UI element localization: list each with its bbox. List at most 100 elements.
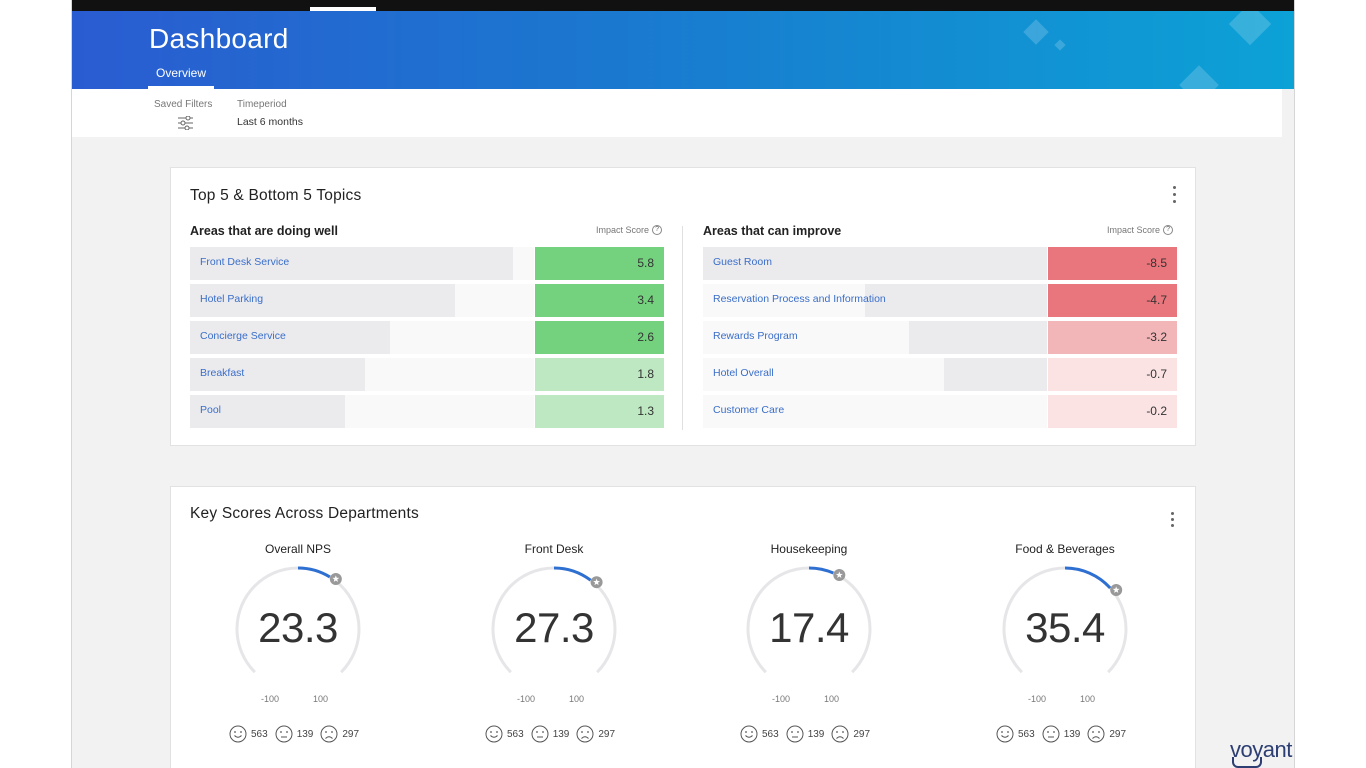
gauge-chart — [491, 566, 617, 674]
topic-label[interactable]: Reservation Process and Information — [713, 293, 886, 305]
can-improve-heading: Areas that can improve — [703, 224, 842, 238]
sentiment-neutral[interactable]: 139 — [275, 725, 313, 743]
topic-label[interactable]: Guest Room — [713, 256, 772, 268]
topic-volume-bar — [190, 247, 514, 280]
impact-score-header-right: Impact Score ? — [1107, 225, 1174, 235]
topic-label[interactable]: Customer Care — [713, 404, 785, 416]
help-circle-icon[interactable]: ? — [652, 225, 663, 235]
topic-volume-bar — [190, 395, 345, 428]
brand-logo: voyant — [1230, 737, 1292, 762]
impact-score-cell: -3.2 — [1048, 321, 1177, 354]
topic-row-doing-well[interactable]: Breakfast — [190, 358, 534, 391]
gauge-value: 27.3 — [514, 604, 594, 651]
sentiment-negative[interactable]: 297 — [831, 725, 870, 743]
impact-score-cell: -0.2 — [1048, 395, 1177, 428]
sentiment-count: 297 — [598, 728, 616, 740]
topic-row-doing-well[interactable]: Pool — [190, 395, 534, 428]
sentiment-negative[interactable]: 297 — [576, 725, 615, 743]
sentiment-positive[interactable]: 563 — [485, 725, 524, 743]
topic-label[interactable]: Breakfast — [200, 367, 245, 379]
gauge-max-label: 100 — [824, 694, 840, 704]
star-badge-icon[interactable] — [1110, 584, 1123, 597]
sentiment-neutral[interactable]: 139 — [1042, 725, 1080, 743]
topic-label[interactable]: Concierge Service — [200, 330, 286, 342]
decor-diamond — [1023, 19, 1049, 45]
gauge-value: 17.4 — [769, 604, 849, 651]
department-gauge[interactable]: Food & Beverages 35.4 -100 100 563 139 297 — [965, 487, 1165, 767]
topic-label[interactable]: Pool — [200, 404, 222, 416]
topic-label[interactable]: Hotel Overall — [713, 367, 774, 379]
sad-face-icon — [1087, 725, 1105, 743]
gauge-chart — [235, 566, 361, 674]
star-badge-icon[interactable] — [833, 569, 846, 582]
impact-score-cell: 1.8 — [535, 358, 664, 391]
gauge-value-arc — [1064, 566, 1112, 590]
impact-score-label: Impact Score — [1107, 225, 1161, 235]
saved-filters-label: Saved Filters — [154, 99, 213, 110]
impact-score-label: Impact Score — [596, 225, 650, 235]
department-gauge[interactable]: Front Desk 27.3 -100 100 563 139 297 — [454, 487, 654, 767]
doing-well-heading: Areas that are doing well — [190, 224, 338, 238]
kebab-menu-icon[interactable] — [1171, 512, 1175, 530]
impact-score-cell: -0.7 — [1048, 358, 1177, 391]
gauge-value-arc — [553, 566, 592, 582]
topic-row-can-improve[interactable]: Hotel Overall — [703, 358, 1047, 391]
kebab-menu-icon[interactable] — [1173, 186, 1177, 204]
sentiment-negative[interactable]: 297 — [320, 725, 359, 743]
decor-diamond — [1179, 65, 1219, 89]
sentiment-positive[interactable]: 563 — [229, 725, 268, 743]
gauge-value: 23.3 — [258, 604, 338, 651]
active-nav-indicator[interactable] — [310, 7, 376, 11]
department-gauge[interactable]: Overall NPS 23.3 -100 100 563 139 297 — [198, 487, 398, 767]
sad-face-icon — [831, 725, 849, 743]
gauge-min-label: -100 — [261, 694, 280, 704]
sentiment-positive[interactable]: 563 — [740, 725, 779, 743]
topic-row-can-improve[interactable]: Reservation Process and Information — [703, 284, 1047, 317]
sentiment-neutral[interactable]: 139 — [786, 725, 825, 743]
gauge-max-label: 100 — [313, 694, 329, 704]
tab-overview[interactable]: Overview — [148, 66, 215, 89]
sentiment-count: 297 — [342, 728, 360, 740]
brand-logo-mark — [1232, 757, 1262, 768]
impact-score-header-left: Impact Score ? — [596, 225, 663, 235]
topic-volume-bar — [190, 358, 366, 391]
timeperiod-value[interactable]: Last 6 months — [237, 116, 303, 128]
sliders-icon[interactable] — [178, 116, 193, 130]
topics-card-title: Top 5 & Bottom 5 Topics — [190, 187, 362, 204]
topic-label[interactable]: Hotel Parking — [200, 293, 264, 305]
sentiment-counts: 563 139 297 — [996, 725, 1133, 743]
gauge-title: Food & Beverages — [1015, 542, 1115, 556]
decor-diamond — [1228, 11, 1272, 46]
topic-row-can-improve[interactable]: Guest Room — [703, 247, 1047, 280]
smile-face-icon — [485, 725, 503, 743]
neutral-face-icon — [531, 725, 549, 743]
impact-score-cell: 2.6 — [535, 321, 664, 354]
topic-row-doing-well[interactable]: Concierge Service — [190, 321, 534, 354]
sentiment-neutral[interactable]: 139 — [531, 725, 569, 743]
gauge-min-label: -100 — [517, 694, 536, 704]
decor-diamond — [1054, 39, 1066, 51]
department-gauge[interactable]: Housekeeping 17.4 -100 100 563 139 297 — [709, 487, 909, 767]
topic-row-doing-well[interactable]: Front Desk Service — [190, 247, 534, 280]
impact-score-cell: -8.5 — [1048, 247, 1177, 280]
sad-face-icon — [576, 725, 594, 743]
gauge-value-arc — [297, 566, 331, 579]
topic-label[interactable]: Front Desk Service — [200, 256, 290, 268]
sentiment-positive[interactable]: 563 — [996, 725, 1035, 743]
impact-score-cell: 5.8 — [535, 247, 664, 280]
topic-row-doing-well[interactable]: Hotel Parking — [190, 284, 534, 317]
topic-row-can-improve[interactable]: Rewards Program — [703, 321, 1047, 354]
app-window: Dashboard Overview Saved Filters Timeper… — [71, 0, 1295, 768]
sentiment-count: 139 — [807, 728, 825, 740]
star-badge-icon[interactable] — [329, 572, 342, 585]
timeperiod-label: Timeperiod — [237, 99, 287, 110]
key-scores-card-title: Key Scores Across Departments — [190, 505, 419, 522]
topic-label[interactable]: Rewards Program — [713, 330, 798, 342]
topic-row-can-improve[interactable]: Customer Care — [703, 395, 1047, 428]
help-circle-icon[interactable]: ? — [1163, 225, 1174, 235]
sentiment-negative[interactable]: 297 — [1087, 725, 1126, 743]
dashboard-header: Dashboard Overview — [72, 11, 1294, 89]
star-badge-icon[interactable] — [590, 576, 603, 589]
sentiment-count: 563 — [251, 728, 268, 740]
sentiment-counts: 563 139 297 — [229, 725, 366, 743]
